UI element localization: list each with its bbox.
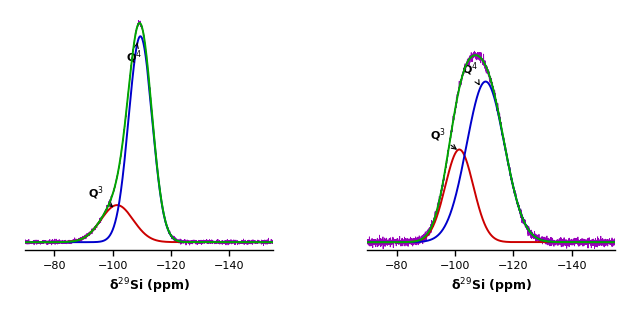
Text: Q$^3$: Q$^3$ [430,126,456,149]
X-axis label: δ$^{29}$Si (ppm): δ$^{29}$Si (ppm) [451,276,532,296]
Text: Q$^4$: Q$^4$ [462,61,479,85]
Text: Q$^3$: Q$^3$ [88,184,112,207]
Text: Q$^4$: Q$^4$ [126,43,142,66]
X-axis label: δ$^{29}$Si (ppm): δ$^{29}$Si (ppm) [109,276,190,296]
